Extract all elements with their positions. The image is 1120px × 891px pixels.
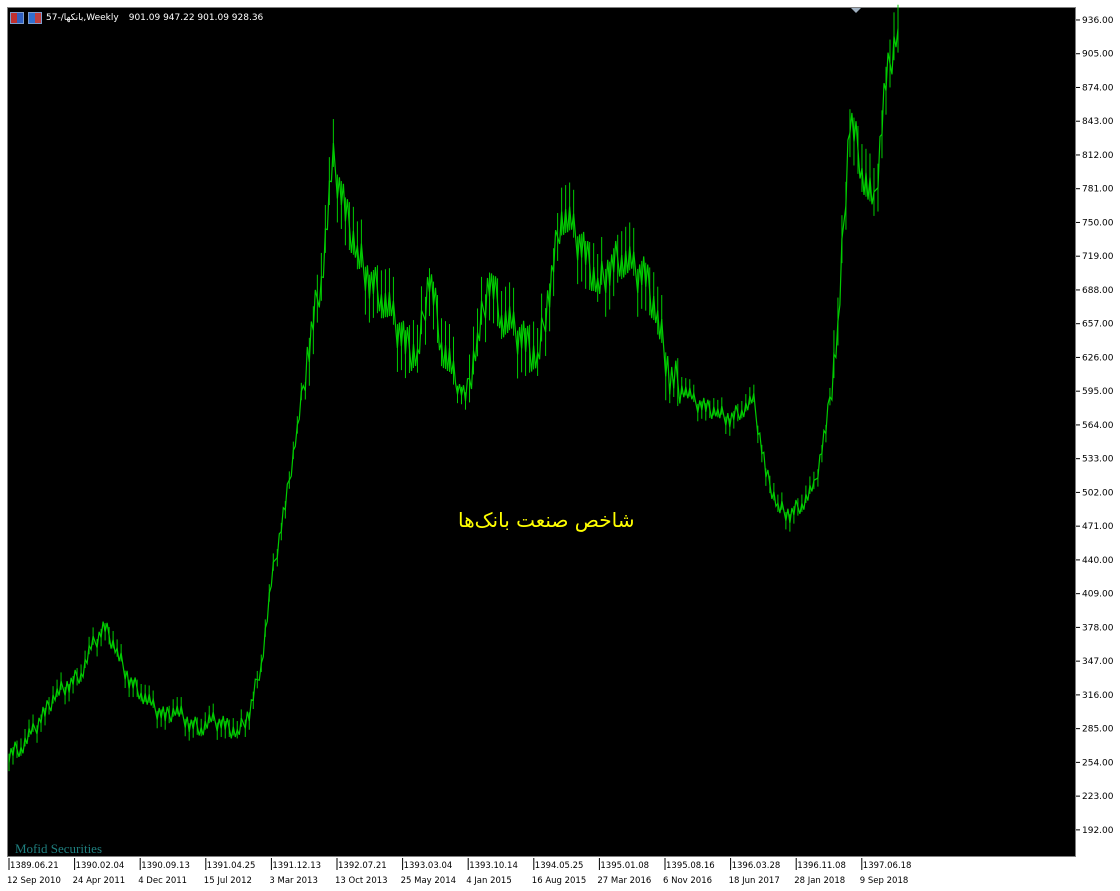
x-tick-label-top: 1396.11.08 [797, 861, 846, 871]
y-tick-label: 688.00 [1082, 286, 1114, 296]
x-tick-label-bottom: 15 Jul 2012 [204, 876, 252, 886]
x-tick-label-top: 1395.08.16 [666, 861, 715, 871]
y-tick-label: 781.00 [1082, 185, 1114, 195]
x-tick-label-bottom: 28 Jan 2018 [794, 876, 845, 886]
x-tick-label-bottom: 18 Jun 2017 [729, 876, 780, 886]
y-tick-label: 812.00 [1082, 151, 1114, 161]
price-bars [8, 4, 899, 772]
y-tick-label: 409.00 [1082, 590, 1114, 600]
y-tick-label: 657.00 [1082, 320, 1114, 330]
y-tick-label: 843.00 [1082, 117, 1114, 127]
y-tick-label: 316.00 [1082, 691, 1114, 701]
y-tick-label: 874.00 [1082, 83, 1114, 93]
y-tick-label: 440.00 [1082, 556, 1114, 566]
x-tick-label-bottom: 6 Nov 2016 [663, 876, 712, 886]
x-tick-label-bottom: 12 Sep 2010 [7, 876, 61, 886]
chart-header: 57-/بانکها,Weekly 901.09 947.22 901.09 9… [10, 10, 263, 26]
y-tick-label: 564.00 [1082, 421, 1114, 431]
price-line-series [8, 28, 899, 763]
x-tick-label-top: 1395.01.08 [600, 861, 649, 871]
x-tick-label-top: 1393.03.04 [404, 861, 453, 871]
y-tick-label: 502.00 [1082, 488, 1114, 498]
y-tick-label: 626.00 [1082, 353, 1114, 363]
y-tick-label: 533.00 [1082, 455, 1114, 465]
x-tick-label-bottom: 24 Apr 2011 [73, 876, 126, 886]
ohlc-values: 901.09 947.22 901.09 928.36 [128, 13, 264, 23]
x-tick-label-bottom: 27 Mar 2016 [597, 876, 651, 886]
flag-icon[interactable] [28, 12, 42, 24]
symbol-timeframe: 57-/بانکها,Weekly [46, 13, 119, 23]
y-tick-label: 719.00 [1082, 252, 1114, 262]
chart-window-icon[interactable] [10, 12, 24, 24]
y-tick-label: 471.00 [1082, 522, 1114, 532]
x-tick-label-top: 1393.10.14 [469, 861, 518, 871]
plot-area[interactable] [7, 7, 1076, 857]
x-tick-label-top: 1390.02.04 [76, 861, 125, 871]
x-tick-label-bottom: 13 Oct 2013 [335, 876, 388, 886]
y-tick-label: 192.00 [1082, 826, 1114, 836]
y-tick-label: 285.00 [1082, 725, 1114, 735]
y-tick-label: 936.00 [1082, 16, 1114, 26]
watermark: Mofid Securities [15, 841, 103, 856]
x-tick-label-bottom: 3 Mar 2013 [269, 876, 317, 886]
y-tick-label: 347.00 [1082, 657, 1114, 667]
x-tick-label-top: 1391.04.25 [207, 861, 256, 871]
y-tick-label: 905.00 [1082, 50, 1114, 60]
x-tick-label-bottom: 4 Dec 2011 [138, 876, 187, 886]
x-tick-label-top: 1396.03.28 [732, 861, 781, 871]
x-tick-label-top: 1392.07.21 [338, 861, 387, 871]
x-tick-label-top: 1391.12.13 [272, 861, 321, 871]
x-tick-label-bottom: 16 Aug 2015 [532, 876, 586, 886]
x-tick-label-top: 1389.06.21 [10, 861, 59, 871]
x-tick-label-bottom: 9 Sep 2018 [860, 876, 908, 886]
y-tick-label: 254.00 [1082, 758, 1114, 768]
y-tick-label: 223.00 [1082, 792, 1114, 802]
x-tick-label-bottom: 4 Jan 2015 [466, 876, 512, 886]
current-bar-marker [851, 8, 861, 13]
index-name-label: شاخص صنعت بانک‌ها [458, 508, 635, 532]
y-tick-label: 378.00 [1082, 623, 1114, 633]
y-tick-label: 750.00 [1082, 218, 1114, 228]
x-tick-label-top: 1394.05.25 [535, 861, 584, 871]
x-tick-label-top: 1390.09.13 [141, 861, 190, 871]
x-tick-label-bottom: 25 May 2014 [401, 876, 456, 886]
y-tick-label: 595.00 [1082, 387, 1114, 397]
x-tick-label-top: 1397.06.18 [863, 861, 912, 871]
